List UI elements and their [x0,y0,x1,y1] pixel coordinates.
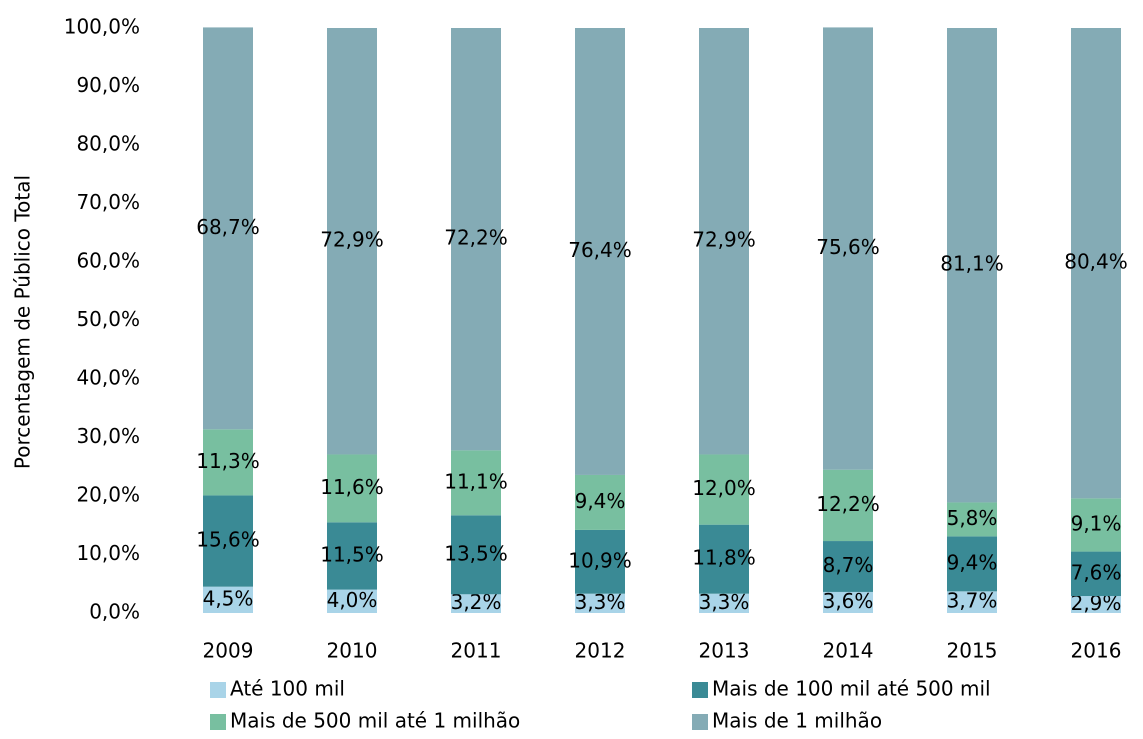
bar-segment [1071,596,1121,613]
y-tick-label: 100,0% [64,15,140,39]
bar-segment [575,593,625,613]
legend-swatch [692,682,708,698]
bar-segment [823,591,873,613]
legend-swatch [692,714,708,730]
bar-segment [327,28,377,455]
data-label: 75,6% [816,235,880,259]
data-label: 9,1% [1071,511,1122,535]
data-label: 72,2% [444,226,508,250]
bar-segment [1071,551,1121,597]
y-tick-label: 40,0% [76,366,140,390]
bar-segment [575,529,625,594]
data-label: 72,9% [320,228,384,252]
bar-segment [699,593,749,613]
data-label: 12,2% [816,492,880,516]
legend-swatch [210,682,226,698]
x-tick-label: 2016 [1071,639,1122,663]
x-tick-label: 2015 [947,639,998,663]
data-label: 12,0% [692,476,756,500]
bar-segment [203,429,253,496]
bar-segment [203,495,253,587]
bar-segment [327,589,377,613]
bar-segment [699,454,749,525]
x-tick-label: 2011 [451,639,502,663]
bar-segment [451,28,501,451]
data-label: 11,1% [444,469,508,493]
bar-segment [699,524,749,594]
data-label: 3,3% [699,590,750,614]
x-tick-label: 2014 [823,639,874,663]
x-tick-label: 2009 [203,639,254,663]
bar-segment [947,502,997,537]
bar-segment [451,450,501,516]
bar-segment [575,28,625,475]
x-tick-label: 2010 [327,639,378,663]
legend-swatch [210,714,226,730]
x-tick-label: 2012 [575,639,626,663]
bar-segment [203,27,253,430]
data-label: 3,3% [575,590,626,614]
y-tick-label: 0,0% [89,600,140,624]
data-label: 7,6% [1071,560,1122,584]
legend-label: Mais de 100 mil até 500 mil [712,677,991,701]
bar-segment [1071,498,1121,552]
data-label: 5,8% [947,506,998,530]
data-label: 72,9% [692,228,756,252]
data-label: 9,4% [947,550,998,574]
data-label: 15,6% [196,528,260,552]
bar-segment [699,28,749,455]
bar-segment [823,541,873,592]
bar-segment [947,28,997,503]
data-label: 80,4% [1064,250,1128,274]
bar-segment [947,591,997,613]
data-label: 10,9% [568,548,632,572]
legend-label: Mais de 500 mil até 1 milhão [230,709,520,733]
data-label: 8,7% [823,553,874,577]
data-label: 3,6% [823,589,874,613]
bar-segment [327,522,377,590]
legend-label: Mais de 1 milhão [712,709,882,733]
x-tick-label: 2013 [699,639,750,663]
y-tick-label: 90,0% [76,73,140,97]
y-axis-title: Porcentagem de Público Total [11,175,35,469]
data-label: 76,4% [568,238,632,262]
bar-segment [203,586,253,613]
y-tick-label: 50,0% [76,307,140,331]
bar-segment [947,536,997,592]
y-tick-label: 60,0% [76,249,140,273]
y-tick-label: 30,0% [76,424,140,448]
data-label: 68,7% [196,215,260,239]
data-label: 13,5% [444,541,508,565]
data-label: 11,8% [692,546,756,570]
data-label: 11,5% [320,542,384,566]
data-label: 81,1% [940,252,1004,276]
y-tick-label: 80,0% [76,132,140,156]
bar-segment [575,474,625,530]
bar-segment [451,594,501,613]
bar-segment [823,27,873,470]
data-label: 4,0% [327,588,378,612]
data-label: 3,7% [947,589,998,613]
y-tick-label: 20,0% [76,483,140,507]
bar-segment [1071,28,1121,499]
bar-segment [451,515,501,595]
data-label: 9,4% [575,489,626,513]
legend-label: Até 100 mil [230,677,345,701]
bar-segment [327,454,377,523]
data-label: 11,3% [196,449,260,473]
bar-segment [823,469,873,542]
y-tick-label: 10,0% [76,541,140,565]
data-label: 4,5% [203,586,254,610]
y-tick-label: 70,0% [76,190,140,214]
data-label: 11,6% [320,475,384,499]
